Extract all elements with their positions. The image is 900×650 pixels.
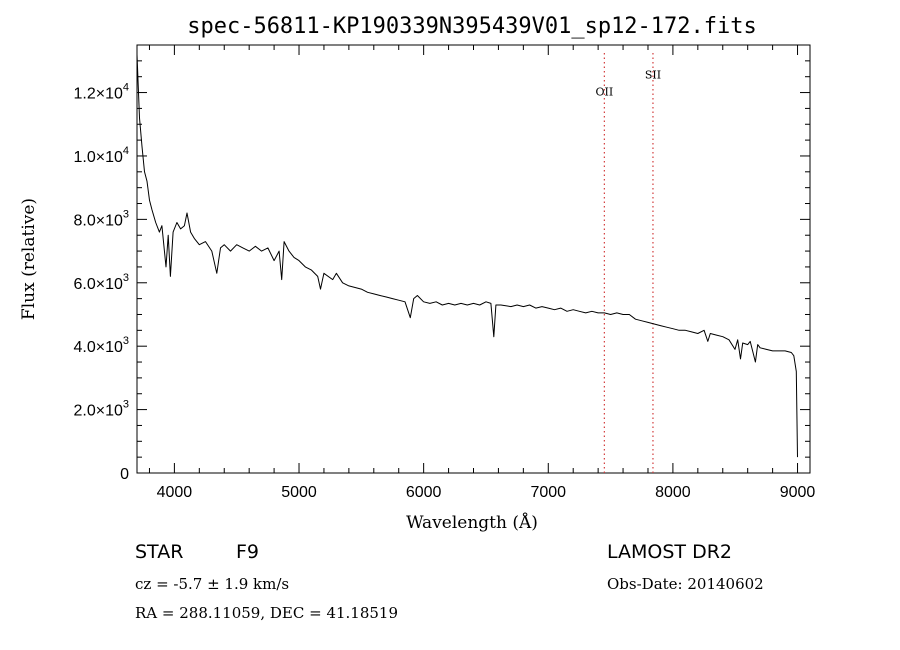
y-tick-label: 8.0×103: [73, 208, 129, 229]
emission-lines: OII SII: [596, 53, 661, 473]
x-tick-label: 5000: [281, 484, 317, 501]
object-class: STAR: [135, 541, 184, 563]
x-tick-label: 9000: [780, 484, 816, 501]
x-tick-label: 8000: [655, 484, 691, 501]
redshift-info: cz = -5.7 ± 1.9 km/s: [135, 575, 290, 593]
coordinates-info: RA = 288.11059, DEC = 41.18519: [135, 604, 399, 622]
y-tick-label: 2.0×103: [73, 399, 129, 420]
x-tick-label: 4000: [157, 484, 193, 501]
x-tick-labels: 4000 5000 6000 7000 8000 9000: [157, 484, 816, 501]
x-tick-label: 6000: [406, 484, 442, 501]
y-axis-label: Flux (relative): [19, 198, 39, 320]
axis-ticks: [137, 44, 810, 474]
emission-line-label: OII: [596, 86, 614, 99]
y-tick-label: 0: [120, 466, 129, 483]
y-tick-label: 6.0×103: [73, 272, 129, 293]
x-tick-label: 7000: [530, 484, 566, 501]
spectrum-line: [136, 54, 798, 458]
survey-name: LAMOST DR2: [607, 541, 732, 563]
observation-date: Obs-Date: 20140602: [607, 575, 764, 593]
spectrum-series: [136, 54, 798, 458]
emission-line-label: SII: [645, 68, 661, 81]
plot-frame: [136, 44, 811, 474]
spectral-subclass: F9: [236, 541, 260, 563]
y-tick-label: 1.2×104: [73, 82, 129, 103]
y-tick-label: 4.0×103: [73, 335, 129, 356]
chart-title: spec-56811-KP190339N395439V01_sp12-172.f…: [187, 14, 757, 39]
y-tick-labels: 0 2.0×103 4.0×103 6.0×103 8.0×103 1.0×104 1.2×…: [73, 82, 129, 483]
x-axis-label: Wavelength (Å): [406, 512, 538, 533]
y-tick-label: 1.0×104: [73, 145, 129, 166]
